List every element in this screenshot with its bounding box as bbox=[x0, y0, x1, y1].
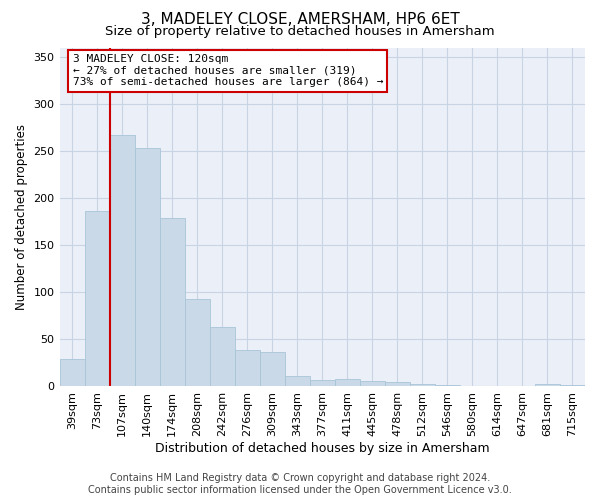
Text: 3 MADELEY CLOSE: 120sqm
← 27% of detached houses are smaller (319)
73% of semi-d: 3 MADELEY CLOSE: 120sqm ← 27% of detache… bbox=[73, 54, 383, 88]
Bar bbox=[435, 384, 460, 386]
Bar bbox=[310, 380, 335, 386]
Bar bbox=[235, 350, 260, 387]
Bar bbox=[134, 148, 160, 386]
Bar bbox=[385, 382, 410, 386]
Bar bbox=[360, 381, 385, 386]
Bar bbox=[160, 218, 185, 386]
Bar bbox=[185, 299, 209, 386]
Bar bbox=[110, 135, 134, 386]
Bar bbox=[410, 384, 435, 386]
Bar bbox=[209, 327, 235, 386]
Text: Size of property relative to detached houses in Amersham: Size of property relative to detached ho… bbox=[105, 25, 495, 38]
Bar bbox=[85, 212, 110, 386]
Text: Contains HM Land Registry data © Crown copyright and database right 2024.
Contai: Contains HM Land Registry data © Crown c… bbox=[88, 474, 512, 495]
Bar bbox=[335, 379, 360, 386]
Bar bbox=[260, 352, 285, 386]
Bar bbox=[59, 359, 85, 386]
Y-axis label: Number of detached properties: Number of detached properties bbox=[15, 124, 28, 310]
X-axis label: Distribution of detached houses by size in Amersham: Distribution of detached houses by size … bbox=[155, 442, 490, 455]
Bar bbox=[560, 384, 585, 386]
Bar bbox=[285, 376, 310, 386]
Bar bbox=[535, 384, 560, 386]
Text: 3, MADELEY CLOSE, AMERSHAM, HP6 6ET: 3, MADELEY CLOSE, AMERSHAM, HP6 6ET bbox=[140, 12, 460, 28]
